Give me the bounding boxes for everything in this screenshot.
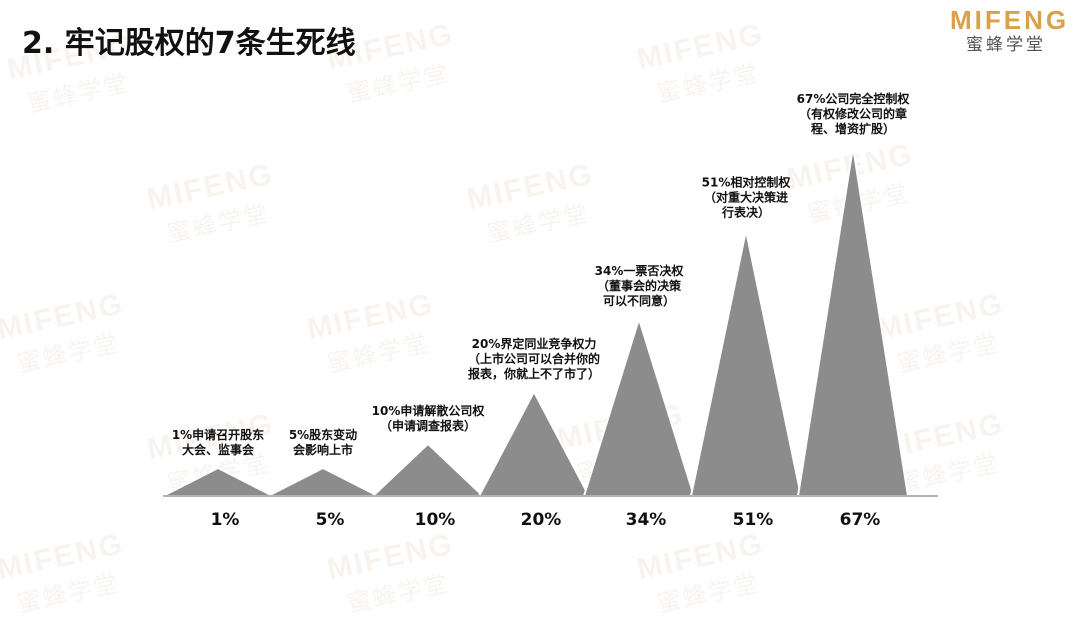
peak-label-line: 20%界定同业竞争权力 bbox=[472, 336, 597, 351]
x-label-67%: 67% bbox=[840, 510, 881, 530]
peak-label-line: 大会、监事会 bbox=[182, 442, 255, 457]
peak-label-line: （对重大决策进 bbox=[704, 189, 788, 204]
peak-label-34%: 34%一票否决权（董事会的决策可以不同意） bbox=[595, 263, 685, 308]
peak-label-line: （申请调查报表） bbox=[380, 418, 476, 433]
peak-label-line: 可以不同意） bbox=[603, 293, 675, 308]
page-title: 2. 牢记股权的7条生死线 bbox=[22, 26, 356, 61]
peak-label-line: （上市公司可以合并你的 bbox=[468, 351, 600, 366]
peak-label-line: （有权修改公司的章 bbox=[799, 106, 907, 121]
peak-20% bbox=[477, 389, 591, 497]
peak-51% bbox=[689, 230, 803, 497]
peak-label-line: 34%一票否决权 bbox=[595, 263, 685, 278]
peak-label-line: 程、增资扩股） bbox=[811, 121, 895, 136]
peak-label-line: 67%公司完全控制权 bbox=[797, 91, 911, 106]
logo-english: MIFENG bbox=[950, 5, 1070, 35]
peak-label-10%: 10%申请解散公司权（申请调查报表） bbox=[372, 403, 486, 433]
x-label-34%: 34% bbox=[626, 510, 667, 530]
peak-label-line: 会影响上市 bbox=[293, 442, 353, 457]
peak-label-line: 报表，你就上不了市了） bbox=[468, 366, 600, 381]
peak-label-line: 1%申请召开股东 bbox=[172, 427, 264, 442]
peak-labels-group: 1%申请召开股东大会、监事会 5%股东变动会影响上市 10%申请解散公司权（申请调查… bbox=[172, 91, 911, 457]
peaks-group bbox=[162, 146, 910, 497]
peak-label-1%: 1%申请召开股东大会、监事会 bbox=[172, 427, 264, 457]
peak-label-5%: 5%股东变动会影响上市 bbox=[289, 427, 357, 457]
peak-1% bbox=[162, 466, 274, 497]
peak-label-line: （董事会的决策 bbox=[597, 278, 682, 293]
peak-label-line: 51%相对控制权 bbox=[702, 174, 792, 189]
peak-10% bbox=[370, 442, 486, 497]
peak-67% bbox=[796, 146, 910, 497]
x-label-5%: 5% bbox=[316, 510, 345, 530]
logo-chinese: 蜜蜂学堂 bbox=[966, 35, 1046, 55]
equity-thresholds-chart: 1%申请召开股东大会、监事会 5%股东变动会影响上市 10%申请解散公司权（申请调查… bbox=[162, 91, 938, 530]
brand-logo: MIFENG 蜜蜂学堂 bbox=[950, 5, 1070, 56]
peak-label-line: 5%股东变动 bbox=[289, 427, 357, 442]
peak-label-line: 10%申请解散公司权 bbox=[372, 403, 486, 418]
x-label-20%: 20% bbox=[521, 510, 562, 530]
peak-label-51%: 51%相对控制权（对重大决策进行表决） bbox=[702, 174, 792, 219]
peak-label-67%: 67%公司完全控制权（有权修改公司的章程、增资扩股） bbox=[797, 91, 911, 136]
x-axis-labels-group: 1% 5% 10% 20% 34% 51% 67% bbox=[211, 510, 881, 530]
x-label-51%: 51% bbox=[733, 510, 774, 530]
peak-label-line: 行表决） bbox=[721, 204, 770, 219]
peak-label-20%: 20%界定同业竞争权力（上市公司可以合并你的报表，你就上不了市了） bbox=[468, 336, 600, 381]
x-label-1%: 1% bbox=[211, 510, 240, 530]
peak-34% bbox=[582, 315, 696, 497]
peak-5% bbox=[267, 466, 379, 497]
x-label-10%: 10% bbox=[415, 510, 456, 530]
